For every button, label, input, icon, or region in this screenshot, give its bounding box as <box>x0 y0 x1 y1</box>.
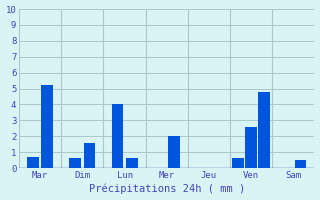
Bar <box>258 92 270 168</box>
Bar <box>69 158 81 168</box>
X-axis label: Précipitations 24h ( mm ): Précipitations 24h ( mm ) <box>89 184 245 194</box>
Bar <box>232 158 244 168</box>
Bar <box>27 157 39 168</box>
Bar <box>294 160 306 168</box>
Bar <box>126 158 138 168</box>
Bar <box>112 104 124 168</box>
Bar <box>168 136 180 168</box>
Bar <box>245 127 257 168</box>
Bar <box>41 85 53 168</box>
Bar <box>84 143 95 168</box>
